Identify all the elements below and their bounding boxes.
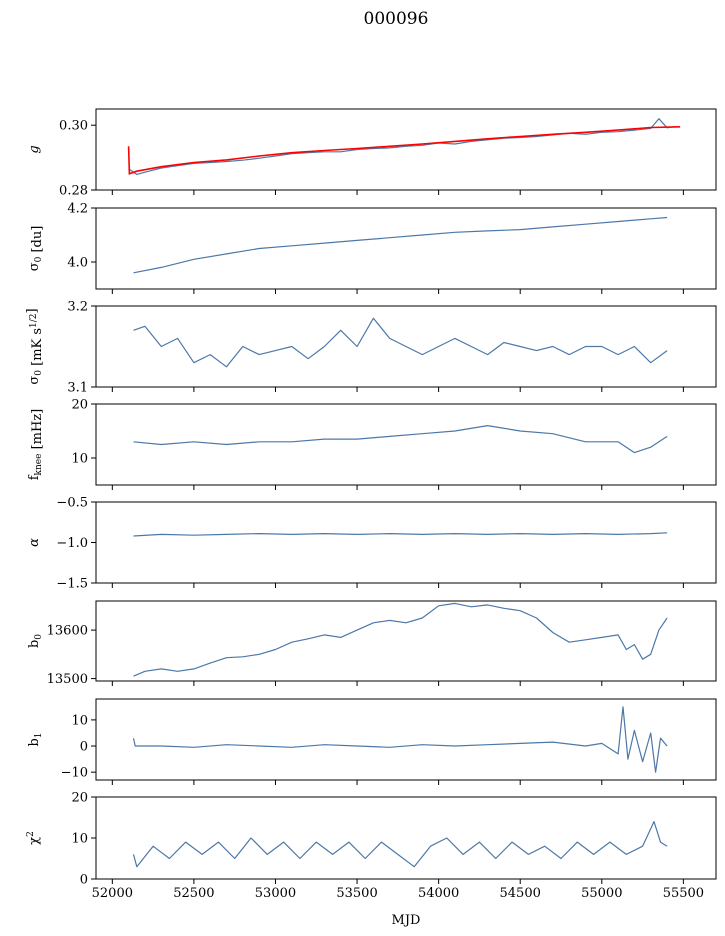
y-tick-label: 4.0 [67, 256, 88, 271]
subplot-1: 0.28 0.30 g [27, 108, 717, 199]
y-tick-label: 0 [80, 873, 88, 888]
axes-frame [95, 698, 717, 781]
axes-frame [95, 207, 717, 290]
y-tick-label: 13500 [47, 672, 88, 687]
y-tick-label: 20 [71, 398, 88, 413]
y-tick-label: −0.5 [56, 496, 88, 511]
subplot-stack: 0.28 0.30 g 4.0 4.2 σ0 [du] 3.1 3.2 σ0 [mK s1/2]… [25, 108, 717, 901]
y-tick-label: 4.2 [67, 202, 88, 217]
y-axis-label: fknee [mHz] [27, 409, 45, 481]
axes-frame [95, 305, 717, 388]
x-axis-label: MJD [392, 913, 421, 928]
y-axis-label: χ2 [26, 831, 42, 845]
subplot-2: 4.0 4.2 σ0 [du] [27, 202, 717, 294]
y-tick-label: 0.30 [59, 119, 88, 134]
y-tick-label: 20 [71, 791, 88, 806]
figure-title: 000096 [364, 9, 429, 29]
subplot-4: 10 20 fknee [mHz] [27, 398, 717, 490]
x-tick-label: 53000 [255, 886, 296, 901]
y-axis-label: g [27, 145, 42, 153]
series-line [128, 118, 676, 175]
series-line [133, 425, 668, 454]
x-tick-label: 55500 [663, 886, 704, 901]
axes-frame [95, 796, 717, 880]
series-line [133, 216, 668, 274]
x-tick-label: 52500 [173, 886, 214, 901]
y-tick-label: 10 [71, 832, 88, 847]
axes-frame [95, 600, 717, 682]
axes-frame [95, 108, 717, 191]
series-line [132, 706, 668, 773]
subplot-8: 0 10 20 52000 52500 53000 53500 54000 54500 55000… [26, 791, 717, 901]
series-line [132, 821, 668, 868]
y-axis-label: b1 [27, 732, 44, 746]
y-tick-label: 0.28 [59, 184, 88, 199]
subplot-5: −1.5 −1.0 −0.5 α [27, 496, 717, 592]
y-tick-label: −10 [61, 766, 88, 781]
series-line [133, 532, 668, 537]
y-tick-label: −1.0 [56, 536, 88, 551]
y-tick-label: 10 [71, 713, 88, 728]
series-line [133, 602, 668, 677]
y-axis-label: b0 [27, 634, 44, 648]
y-tick-label: 3.2 [67, 300, 88, 315]
y-tick-label: −1.5 [56, 577, 88, 592]
model-line [127, 126, 681, 175]
axes-frame [95, 403, 717, 486]
subplot-7: −10 0 10 b1 [27, 698, 717, 785]
axes-frame [95, 501, 717, 584]
y-tick-label: 0 [80, 740, 88, 755]
x-tick-label: 52000 [92, 886, 133, 901]
y-tick-label: 3.1 [67, 381, 88, 396]
x-tick-label: 54500 [500, 886, 541, 901]
y-tick-label: 10 [71, 452, 88, 467]
x-tick-label: 53500 [336, 886, 377, 901]
series-line [133, 317, 668, 368]
x-tick-label: 55000 [581, 886, 622, 901]
y-tick-label: 13600 [47, 624, 88, 639]
x-tick-label: 54000 [418, 886, 459, 901]
y-axis-label: σ0 [mK s1/2] [25, 308, 45, 384]
y-axis-label: σ0 [du] [27, 226, 45, 272]
subplot-3: 3.1 3.2 σ0 [mK s1/2] [25, 300, 717, 396]
y-axis-label: α [27, 538, 42, 547]
